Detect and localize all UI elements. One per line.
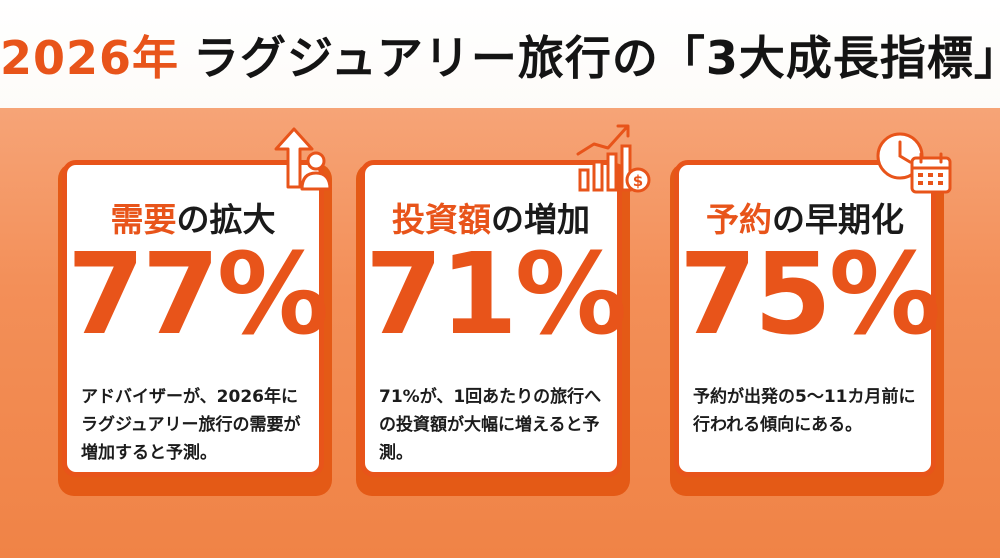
- card-heading: 投資額の増加: [365, 193, 617, 241]
- title-year: 2026年: [0, 31, 180, 85]
- card-demand: 需要の拡大 77% アドバイザーが、2026年にラグジュアリー旅行の需要が増加す…: [62, 160, 329, 477]
- title-text: ラグジュアリー旅行の「3大成長指標」: [193, 31, 1000, 85]
- svg-text:$: $: [633, 172, 643, 190]
- card-description: アドバイザーが、2026年にラグジュアリー旅行の需要が増加すると予測。: [81, 387, 301, 463]
- title-band: [0, 0, 1000, 110]
- card-heading-accent: 投資額: [392, 200, 491, 239]
- page-title: 2026年 ラグジュアリー旅行の「3大成長指標」: [0, 22, 1000, 88]
- clock-calendar-icon: [876, 132, 952, 194]
- card-value: 71%: [365, 230, 627, 360]
- card-heading-rest: の拡大: [176, 200, 276, 239]
- card-heading-accent: 予約: [706, 200, 772, 239]
- card-heading-rest: の増加: [491, 200, 590, 239]
- card-heading: 予約の早期化: [679, 193, 931, 241]
- arrow-up-person-icon: [274, 127, 332, 191]
- card-description: 71%が、1回あたりの旅行への投資額が大幅に増えると予測。: [379, 387, 602, 463]
- card-heading: 需要の拡大: [67, 193, 319, 241]
- card-investment: 投資額の増加 71% 71%が、1回あたりの旅行への投資額が大幅に増えると予測。: [360, 160, 627, 477]
- card-value: 77%: [67, 230, 329, 360]
- bar-chart-dollar-icon: $: [576, 124, 651, 193]
- card-description: 予約が出発の5～11カ月前に行われる傾向にある。: [693, 387, 916, 435]
- card-value: 75%: [679, 230, 941, 360]
- card-booking: 予約の早期化 75% 予約が出発の5～11カ月前に行われる傾向にある。: [674, 160, 941, 477]
- card-heading-accent: 需要: [110, 200, 177, 239]
- card-heading-rest: の早期化: [772, 200, 904, 239]
